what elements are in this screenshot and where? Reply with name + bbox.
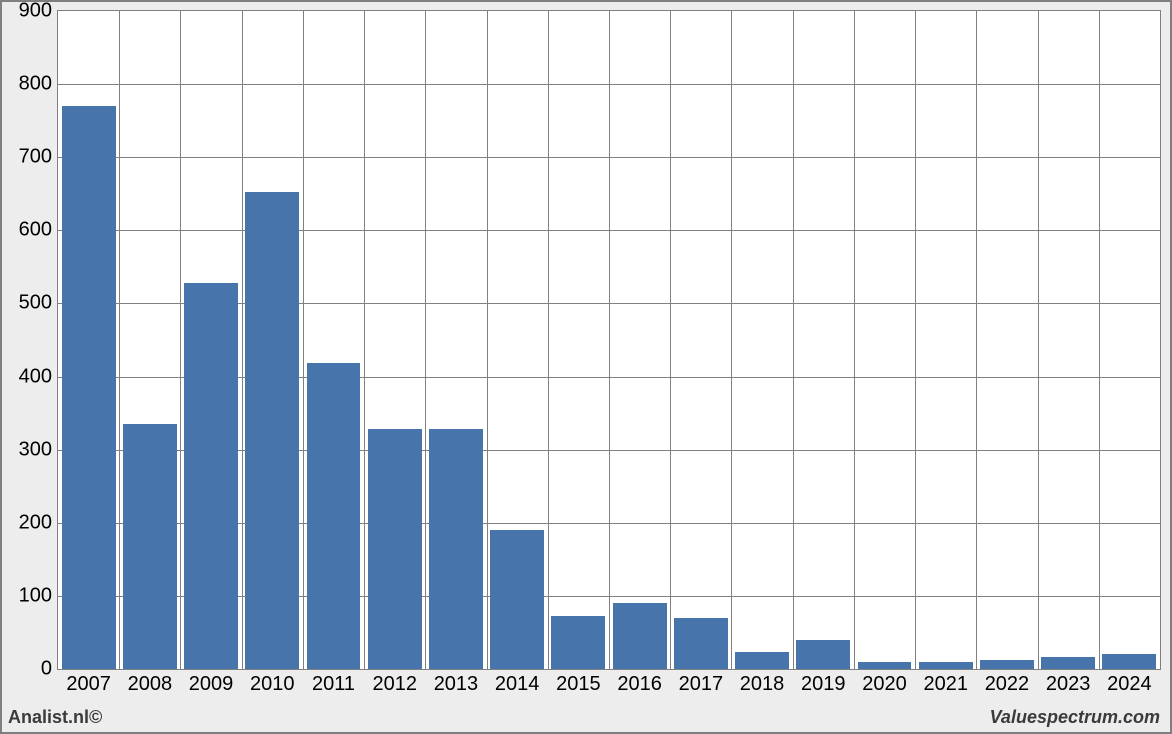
- bar: [858, 662, 912, 669]
- y-tick-label: 900: [19, 0, 58, 23]
- grid-line-v: [731, 11, 732, 669]
- bar: [980, 660, 1034, 670]
- grid-line-v: [487, 11, 488, 669]
- x-tick-label: 2018: [740, 669, 785, 696]
- bar: [62, 106, 116, 669]
- x-tick-label: 2019: [801, 669, 846, 696]
- grid-line-v: [609, 11, 610, 669]
- bar: [490, 530, 544, 669]
- plot-area: 0100200300400500600700800900200720082009…: [57, 10, 1161, 670]
- y-tick-label: 500: [19, 292, 58, 315]
- grid-line-v: [1099, 11, 1100, 669]
- y-tick-label: 600: [19, 219, 58, 242]
- grid-line-v: [364, 11, 365, 669]
- y-tick-label: 200: [19, 511, 58, 534]
- bar: [735, 652, 789, 669]
- grid-line-v: [854, 11, 855, 669]
- grid-line-v: [303, 11, 304, 669]
- credit-right: Valuespectrum.com: [990, 707, 1160, 728]
- bar: [919, 662, 973, 669]
- bar: [613, 603, 667, 669]
- x-tick-label: 2011: [312, 669, 355, 696]
- y-tick-label: 300: [19, 438, 58, 461]
- bar: [1041, 657, 1095, 669]
- x-tick-label: 2013: [434, 669, 479, 696]
- grid-line-v: [976, 11, 977, 669]
- x-tick-label: 2017: [679, 669, 724, 696]
- bar: [429, 429, 483, 669]
- grid-line-v: [119, 11, 120, 669]
- x-tick-label: 2024: [1107, 669, 1152, 696]
- y-tick-label: 700: [19, 146, 58, 169]
- x-tick-label: 2022: [985, 669, 1030, 696]
- chart-frame: 0 100 200 300 400 500 600 700 800 900 2007 2008 2009…: [0, 0, 1172, 734]
- bar: [674, 618, 728, 669]
- bar: [1102, 654, 1156, 669]
- grid-line-v: [793, 11, 794, 669]
- bar: [551, 616, 605, 669]
- grid-line-v: [242, 11, 243, 669]
- grid-line-v: [180, 11, 181, 669]
- bar: [245, 192, 299, 669]
- x-tick-label: 2021: [923, 669, 968, 696]
- x-tick-label: 2012: [372, 669, 417, 696]
- x-tick-label: 2023: [1046, 669, 1091, 696]
- x-tick-label: 2015: [556, 669, 601, 696]
- grid-line-v: [425, 11, 426, 669]
- bar: [796, 640, 850, 669]
- credit-left: Analist.nl©: [8, 707, 102, 728]
- x-tick-label: 2008: [128, 669, 173, 696]
- bar: [123, 424, 177, 669]
- bar: [184, 283, 238, 669]
- grid-line-v: [915, 11, 916, 669]
- y-tick-label: 0: [41, 658, 58, 681]
- y-tick-label: 800: [19, 73, 58, 96]
- x-tick-label: 2009: [189, 669, 234, 696]
- y-tick-label: 400: [19, 365, 58, 388]
- x-tick-label: 2020: [862, 669, 907, 696]
- bar: [307, 363, 361, 669]
- grid-line-v: [548, 11, 549, 669]
- y-tick-label: 100: [19, 584, 58, 607]
- grid-line-v: [670, 11, 671, 669]
- x-tick-label: 2014: [495, 669, 540, 696]
- x-tick-label: 2016: [617, 669, 662, 696]
- x-tick-label: 2010: [250, 669, 295, 696]
- x-tick-label: 2007: [66, 669, 111, 696]
- grid-line-v: [1038, 11, 1039, 669]
- bar: [368, 429, 422, 669]
